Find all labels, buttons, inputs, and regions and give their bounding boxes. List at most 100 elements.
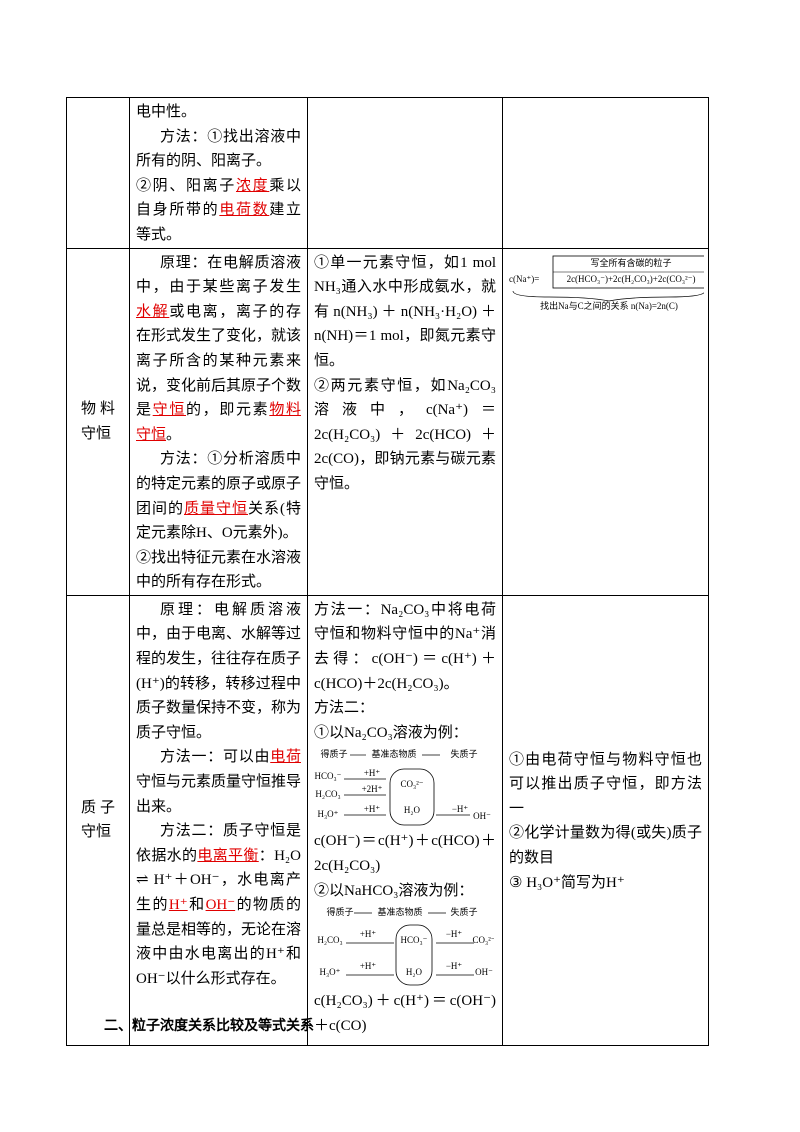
table-cell: 质子守恒 — [66, 594, 130, 1046]
diagram-label: −H⁺ — [446, 929, 463, 939]
table-cell: c(Na⁺)= 写全所有含碳的粒子 2c(HCO₃⁻)+2c(H₂CO₃)+2c(C… — [502, 247, 709, 596]
diagram-label: +2H⁺ — [362, 785, 383, 795]
diagram-label: +H⁺ — [360, 961, 377, 971]
table-cell: 物料守恒 — [66, 247, 130, 596]
diagram-label: 写全所有含碳的粒子 — [590, 257, 671, 268]
text: 方法一：可以由 — [160, 749, 271, 766]
table-cell: 电中性。方法：①找出溶液中所有的阴、阳离子。 ②阴、阳离子浓度乘以自身所带的电荷数… — [129, 97, 308, 249]
diagram: 得质子 基准态物质 失质子 H₂CO₃ +H⁺ HCO₃⁻ −H⁺ CO₃²⁻ H₃O⁺ +H⁺ H… — [317, 906, 494, 986]
text: 或电离，离子的存在形式发生了变化，就该离子所含的某种元素来说，变化前后其原子个数… — [136, 303, 302, 419]
table-cell — [307, 97, 503, 249]
table-row: 质子守恒 原理：电解质溶液中，由于电离、水解等过程的发生，往往存在质子(H⁺)的转… — [66, 594, 709, 1046]
text: 的，即元素 — [186, 402, 270, 419]
diagram-label: OH⁻ — [475, 967, 493, 977]
table-cell: 原理：在电解质溶液中，由于某些离子发生水解或电离，离子的存在形式发生了变化，就该… — [129, 247, 308, 596]
paragraph: 质子守恒 — [81, 796, 115, 845]
paragraph: 原理：在电解质溶液中，由于某些离子发生水解或电离，离子的存在形式发生了变化，就该… — [136, 251, 301, 448]
diagram-label: +H⁺ — [364, 769, 381, 779]
text: 乘以自身所带的 — [136, 177, 301, 219]
text: 电中性。 — [136, 104, 197, 120]
diagram-label: 得质子 — [320, 749, 347, 760]
table-row: 电中性。方法：①找出溶液中所有的阴、阳离子。 ②阴、阳离子浓度乘以自身所带的电荷数… — [66, 97, 709, 249]
paragraph: 原理：电解质溶液中，由于电离、水解等过程的发生，往往存在质子(H⁺)的转移，转移… — [136, 598, 301, 746]
table-cell — [66, 97, 130, 249]
highlight: OH⁻ — [205, 897, 236, 913]
paragraph: ①由电荷守恒与物料守恒也可以推出质子守恒，即方法一 — [509, 748, 702, 822]
diagram-label: HCO₃⁻ — [401, 935, 428, 945]
text: ①由电荷守恒与物料守恒也可以推出质子守恒，即方法一 — [509, 751, 702, 817]
text: ②阴、阳离子 — [136, 177, 236, 194]
text: 方法二： — [314, 700, 375, 717]
paragraph: ③ H₃O⁺简写为H⁺ — [509, 871, 702, 896]
highlight: 浓度 — [235, 177, 270, 194]
text: ②以NaHCO₃溶液为例： — [314, 882, 474, 899]
diagram-label: −H⁺ — [446, 961, 463, 971]
paragraph: ②两元素守恒，如Na₂CO₃溶液中，c(Na⁺)＝2c(H₂CO₃)＋2c(HC… — [314, 374, 496, 497]
diagram-label: H₃O⁺ — [320, 967, 341, 977]
diagram-label: H₂CO₃ — [317, 935, 342, 945]
paragraph: 方法：①找出溶液中所有的阴、阳离子。 — [136, 125, 301, 174]
text: 方法：①找出溶液中所有的阴、阳离子。 — [136, 128, 301, 170]
table-cell: 原理：电解质溶液中，由于电离、水解等过程的发生，往往存在质子(H⁺)的转移，转移… — [129, 594, 308, 1046]
diagram-label: H₂O — [406, 967, 423, 977]
text: c(H₂CO₃)＋c(H⁺)＝c(OH⁻)＋c(CO) — [314, 993, 496, 1034]
diagram-label: c(Na⁺)= — [509, 274, 539, 284]
diagram-label: H₃O⁺ — [318, 810, 339, 820]
text: 和 — [187, 897, 206, 913]
text: 方法：①分析溶质中的特定元素的原子或原子团间的 — [136, 451, 302, 517]
paragraph: 方法二：质子守恒是依据水的电离平衡：H₂O ⇌ H⁺＋OH⁻，水电离产生的H⁺和… — [136, 819, 301, 991]
table-cell: 方法一：Na₂CO₃中将电荷守恒和物料守恒中的Na⁺消去得：c(OH⁻)＝c(H… — [307, 594, 503, 1046]
highlight: H⁺ — [168, 897, 188, 913]
diagram-label: CO₃²⁻ — [472, 935, 494, 945]
diagram-label: 失质子 — [450, 749, 477, 760]
text: ：H₂O ⇌ H⁺＋OH⁻，水电离产生的 — [136, 847, 301, 913]
highlight: 电荷 — [270, 749, 301, 766]
paragraph: ②以NaHCO₃溶液为例： — [314, 879, 496, 904]
text: ②化学计量数为得(或失)质子的数目 — [509, 825, 702, 866]
text: ③ H₃O⁺简写为H⁺ — [509, 874, 625, 891]
table-row: 物料守恒 原理：在电解质溶液中，由于某些离子发生水解或电离，离子的存在形式发生了变… — [66, 247, 709, 596]
text: 方法二：质子守恒是依据水的 — [136, 823, 301, 864]
paragraph: 方法：①分析溶质中的特定元素的原子或原子团间的质量守恒关系(特定元素除H、O元素… — [136, 447, 301, 545]
text: c(OH⁻)＝c(H⁺)＋c(HCO)＋2c(H₂CO₃) — [314, 833, 496, 875]
paragraph: c(H₂CO₃)＋c(H⁺)＝c(OH⁻)＋c(CO) — [314, 989, 496, 1038]
diagram-label: H₂O — [404, 806, 421, 816]
highlight: 电离平衡 — [197, 847, 259, 864]
text: 方法一：Na₂CO₃中将电荷守恒和物料守恒中的Na⁺消去得：c(OH⁻)＝c(H… — [314, 601, 496, 692]
diagram-label: −H⁺ — [452, 805, 469, 815]
diagram-label: 2c(HCO₃⁻)+2c(H₂CO₃)+2c(CO₃²⁻) — [567, 274, 696, 284]
paragraph: ①以Na₂CO₃溶液为例： — [314, 721, 496, 746]
diagram: c(Na⁺)= 写全所有含碳的粒子 2c(HCO₃⁻)+2c(H₂CO₃)+2c(C… — [509, 255, 704, 311]
text: ②找出特征元素在水溶液中的所有存在形式。 — [136, 549, 302, 591]
paragraph: c(OH⁻)＝c(H⁺)＋c(HCO)＋2c(H₂CO₃) — [314, 829, 496, 878]
text: 原理：电解质溶液中，由于电离、水解等过程的发生，往往存在质子(H⁺)的转移，转移… — [136, 601, 302, 741]
diagram-label: 基准态物质 — [371, 749, 416, 760]
text: ①以Na₂CO₃溶液为例： — [314, 724, 468, 741]
diagram-label: OH⁻ — [473, 812, 491, 822]
diagram-label: +H⁺ — [360, 929, 377, 939]
paragraph: ②阴、阳离子浓度乘以自身所带的电荷数建立等式。 — [136, 174, 301, 247]
text: 物料守恒 — [81, 401, 115, 442]
brace — [512, 290, 704, 301]
text: 关系(特定元素除H、O元素外)。 — [136, 500, 301, 542]
diagram: 得质子 基准态物质 失质子 HCO₃⁻ +H⁺ +2H⁺ H₂CO₃ CO₃²⁻ H₃O⁺ +H⁺… — [315, 749, 491, 826]
highlight: 质量守恒 — [184, 500, 248, 517]
diagram-label: 得质子 — [326, 906, 353, 917]
diagram-label: CO₃²⁻ — [400, 780, 423, 790]
diagram-label: 基准态物质 — [377, 906, 422, 917]
highlight: 水解 — [136, 303, 170, 320]
text: 质子守恒 — [81, 799, 115, 841]
table: 电中性。方法：①找出溶液中所有的阴、阳离子。 ②阴、阳离子浓度乘以自身所带的电荷数… — [66, 97, 709, 1046]
box — [389, 769, 435, 826]
paragraph: 物料守恒 — [81, 397, 115, 446]
diagram-label: H₂CO₃ — [315, 790, 340, 800]
table-cell — [502, 97, 709, 249]
highlight: 物料守恒 — [136, 402, 301, 443]
text: 的物质的量总是相等的，无论在溶液中由水电离出的H⁺和OH⁻以什么形式存在。 — [136, 897, 302, 987]
paragraph: ②化学计量数为得(或失)质子的数目 — [509, 821, 702, 870]
diagram-label: HCO₃⁻ — [315, 772, 342, 782]
table-cell: ①由电荷守恒与物料守恒也可以推出质子守恒，即方法一 ②化学计量数为得(或失)质子的… — [502, 594, 709, 1046]
paragraph: ①单一元素守恒，如1 mol NH₃通入水中形成氨水，就有 n(NH₃) ＋ n… — [314, 251, 496, 374]
text: 原理：在电解质溶液中，由于某些离子发生 — [136, 254, 301, 296]
